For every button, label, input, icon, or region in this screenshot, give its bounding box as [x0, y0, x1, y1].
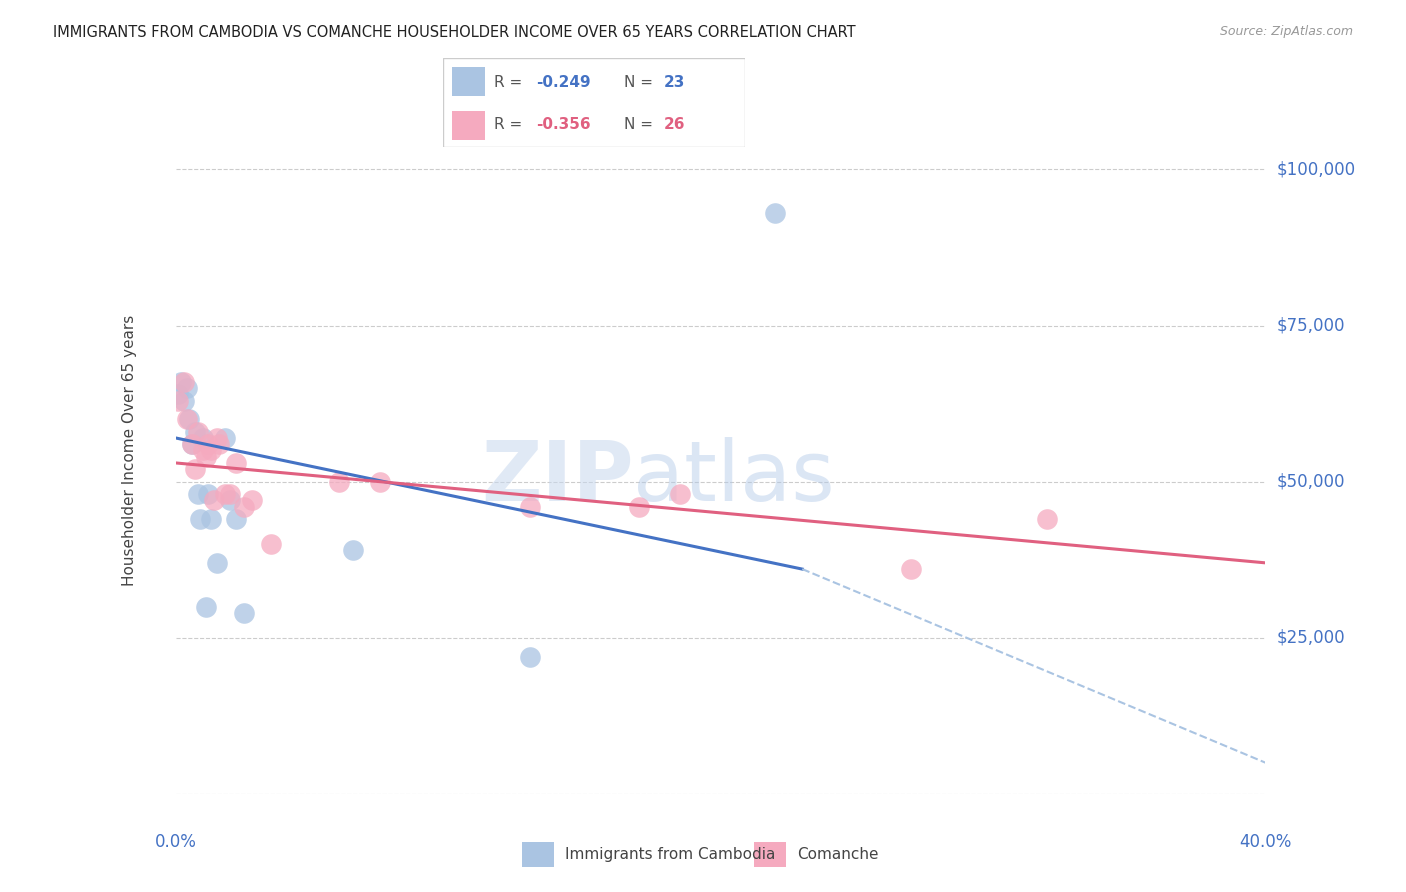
Point — [219, 487, 242, 501]
Point — [202, 493, 225, 508]
Text: 40.0%: 40.0% — [1239, 833, 1292, 851]
Point — [668, 487, 690, 501]
Point — [176, 381, 198, 395]
Text: $100,000: $100,000 — [1277, 161, 1355, 178]
FancyBboxPatch shape — [451, 111, 485, 140]
Text: R =: R = — [495, 75, 527, 89]
Point — [519, 500, 541, 514]
Point — [900, 562, 922, 576]
Text: Householder Income Over 65 years: Householder Income Over 65 years — [122, 315, 138, 586]
Text: -0.356: -0.356 — [537, 118, 592, 132]
Text: N =: N = — [624, 75, 658, 89]
Point — [214, 487, 236, 501]
Point — [368, 475, 391, 489]
Point — [184, 425, 207, 439]
FancyBboxPatch shape — [522, 842, 554, 867]
Point — [225, 456, 247, 470]
Point — [232, 606, 254, 620]
Point — [173, 375, 195, 389]
Point — [519, 649, 541, 664]
Point — [191, 443, 214, 458]
Point — [179, 412, 201, 426]
Text: 26: 26 — [664, 118, 685, 132]
Point — [208, 437, 231, 451]
Point — [167, 387, 190, 401]
Text: IMMIGRANTS FROM CAMBODIA VS COMANCHE HOUSEHOLDER INCOME OVER 65 YEARS CORRELATIO: IMMIGRANTS FROM CAMBODIA VS COMANCHE HOU… — [53, 25, 856, 40]
Text: -0.249: -0.249 — [537, 75, 592, 89]
Point — [197, 487, 219, 501]
Point — [176, 412, 198, 426]
Point — [200, 443, 222, 458]
Point — [186, 425, 209, 439]
Point — [260, 537, 283, 551]
Text: $75,000: $75,000 — [1277, 317, 1346, 334]
FancyBboxPatch shape — [443, 58, 745, 147]
Text: atlas: atlas — [633, 437, 835, 518]
Text: $25,000: $25,000 — [1277, 629, 1346, 647]
Point — [191, 431, 214, 445]
Text: $50,000: $50,000 — [1277, 473, 1346, 491]
FancyBboxPatch shape — [754, 842, 786, 867]
Point — [627, 500, 650, 514]
Text: Source: ZipAtlas.com: Source: ZipAtlas.com — [1219, 25, 1353, 38]
Point — [188, 512, 211, 526]
Point — [170, 375, 193, 389]
Point — [205, 556, 228, 570]
Point — [167, 393, 190, 408]
Point — [181, 437, 204, 451]
Point — [214, 431, 236, 445]
Text: ZIP: ZIP — [481, 437, 633, 518]
Point — [194, 599, 217, 614]
FancyBboxPatch shape — [451, 67, 485, 96]
Point — [240, 493, 263, 508]
Point — [197, 437, 219, 451]
Point — [225, 512, 247, 526]
Text: R =: R = — [495, 118, 527, 132]
Point — [194, 450, 217, 464]
Point — [181, 437, 204, 451]
Point — [205, 431, 228, 445]
Text: 23: 23 — [664, 75, 685, 89]
Text: Immigrants from Cambodia: Immigrants from Cambodia — [565, 847, 776, 863]
Point — [200, 512, 222, 526]
Point — [232, 500, 254, 514]
Text: Comanche: Comanche — [797, 847, 879, 863]
Point — [328, 475, 350, 489]
Point — [1036, 512, 1059, 526]
Point — [186, 487, 209, 501]
Point — [219, 493, 242, 508]
Point — [763, 206, 786, 220]
Text: 0.0%: 0.0% — [155, 833, 197, 851]
Point — [184, 462, 207, 476]
Text: N =: N = — [624, 118, 658, 132]
Point — [173, 393, 195, 408]
Point — [342, 543, 364, 558]
